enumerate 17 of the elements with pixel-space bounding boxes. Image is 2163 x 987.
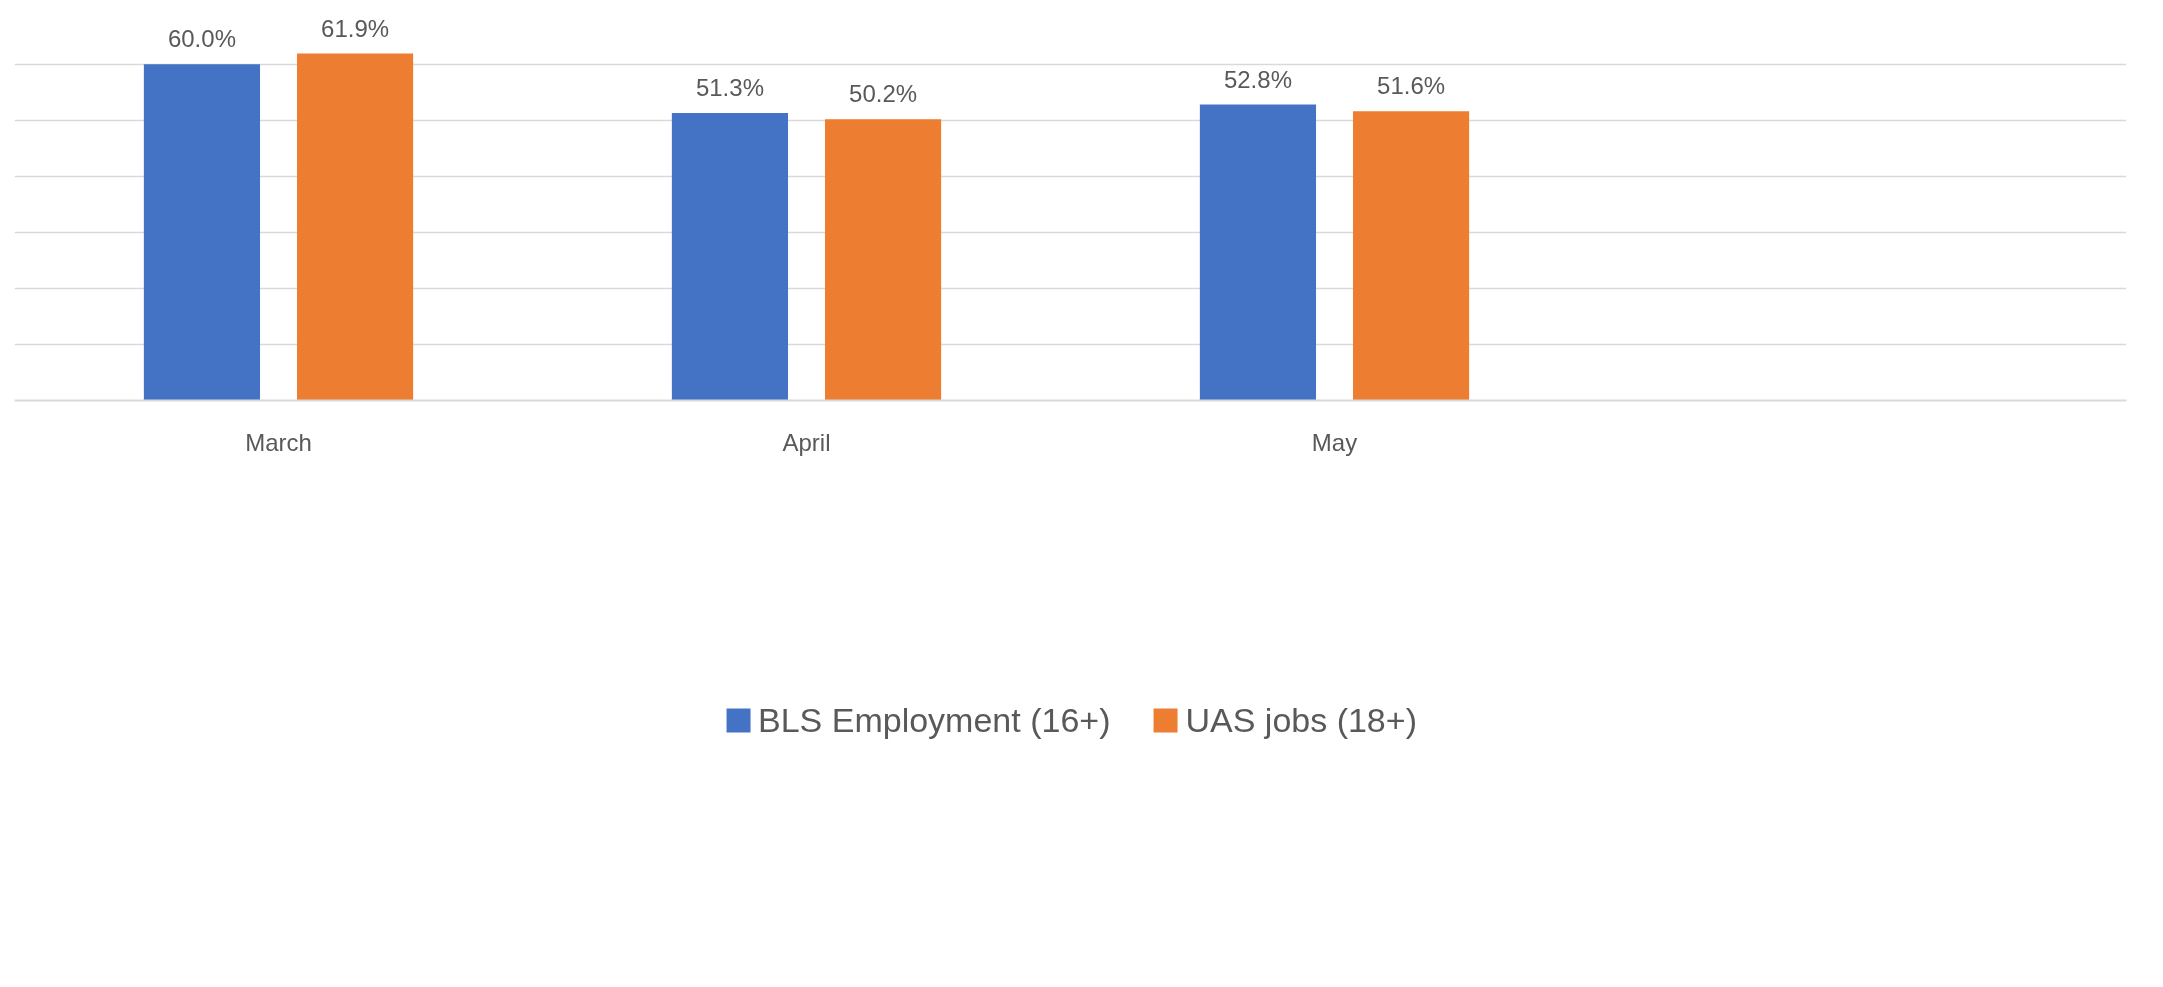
- x-tick-label: May: [1311, 428, 1358, 456]
- bar: [143, 64, 261, 401]
- data-label: 61.9%: [321, 14, 390, 42]
- bar: [671, 113, 789, 401]
- bar: [1352, 111, 1470, 401]
- data-label: 50.2%: [849, 80, 918, 108]
- bar: [296, 53, 414, 401]
- x-tick-label: March: [245, 428, 312, 456]
- bar: [1199, 104, 1317, 401]
- legend-label: UAS jobs (18+): [1185, 700, 1417, 740]
- x-tick-label: April: [782, 428, 831, 456]
- data-label: 52.8%: [1223, 65, 1292, 93]
- data-label: 60.0%: [167, 25, 236, 53]
- bar: [824, 119, 942, 401]
- data-label: 51.3%: [695, 74, 764, 101]
- legend-label: BLS Employment (16+): [758, 700, 1111, 740]
- data-label: 51.6%: [1377, 72, 1446, 100]
